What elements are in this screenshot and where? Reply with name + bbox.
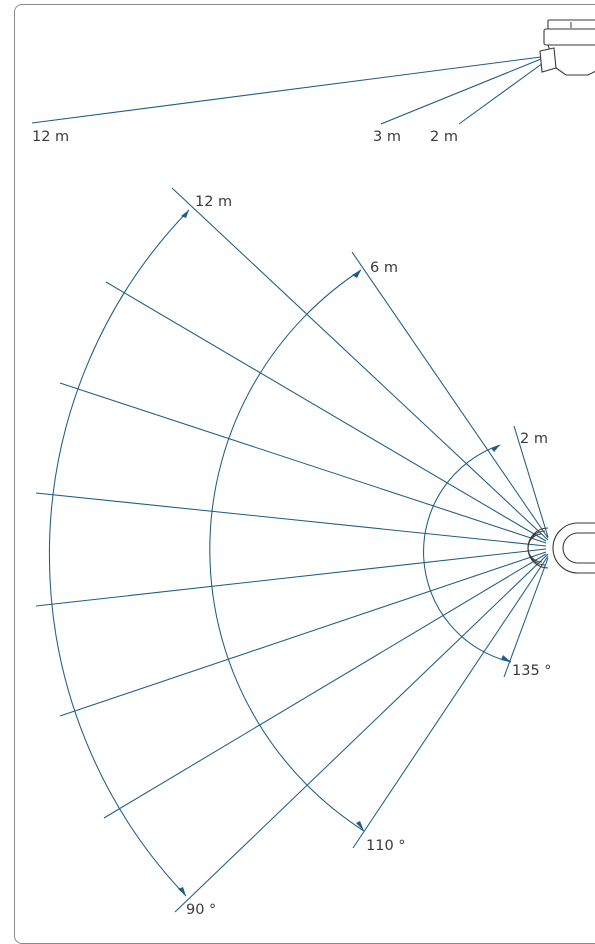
side-ray-12m	[31, 56, 542, 124]
arrowhead-6m-bottom	[356, 821, 364, 831]
side-label-2m: 2 m	[430, 129, 458, 145]
range-label-6m: 6 m	[370, 260, 398, 276]
side-label-12m: 12 m	[32, 129, 69, 145]
boundary-ray-135-lower	[503, 557, 549, 678]
boundary-ray-110-upper	[351, 251, 549, 539]
boundary-ray-90-upper	[171, 187, 549, 541]
range-arc-2m	[423, 444, 512, 663]
boundary-ray-110-lower	[352, 555, 549, 849]
range-label-2m: 2 m	[520, 431, 548, 447]
range-arc-12m	[48, 209, 190, 897]
side-ray-2m	[458, 62, 544, 125]
angle-label-110: 110 °	[366, 838, 406, 854]
range-label-12m: 12 m	[195, 194, 232, 210]
side-label-3m: 3 m	[373, 129, 401, 145]
arrowhead-2m-top	[491, 445, 500, 452]
arrowhead-2m-bottom	[501, 655, 511, 662]
ceiling-sensor-top-icon	[527, 522, 595, 574]
top-view: 12 m 6 m 2 m 90 ° 110 ° 135 °	[35, 187, 595, 918]
zone-ray-3	[35, 492, 547, 547]
angle-label-90: 90 °	[186, 902, 216, 918]
zone-ray-5	[59, 551, 547, 717]
side-view: 12 m 3 m 2 m	[31, 19, 595, 145]
arrowhead-12m-top	[181, 210, 189, 218]
angle-label-135: 135 °	[512, 663, 552, 679]
arrowhead-12m-bottom	[178, 887, 186, 896]
zone-ray-6	[103, 553, 547, 819]
range-arc-6m	[209, 269, 365, 832]
ceiling-sensor-side-icon	[539, 19, 595, 76]
zone-ray-1	[105, 281, 547, 542]
arrowhead-6m-top	[352, 270, 361, 278]
zone-ray-4	[35, 548, 547, 607]
boundary-ray-135-upper	[513, 425, 549, 538]
arc-arrowheads	[178, 210, 511, 896]
side-ray-3m	[380, 58, 542, 125]
boundary-ray-90-lower	[174, 553, 549, 913]
zone-ray-2	[59, 382, 547, 544]
